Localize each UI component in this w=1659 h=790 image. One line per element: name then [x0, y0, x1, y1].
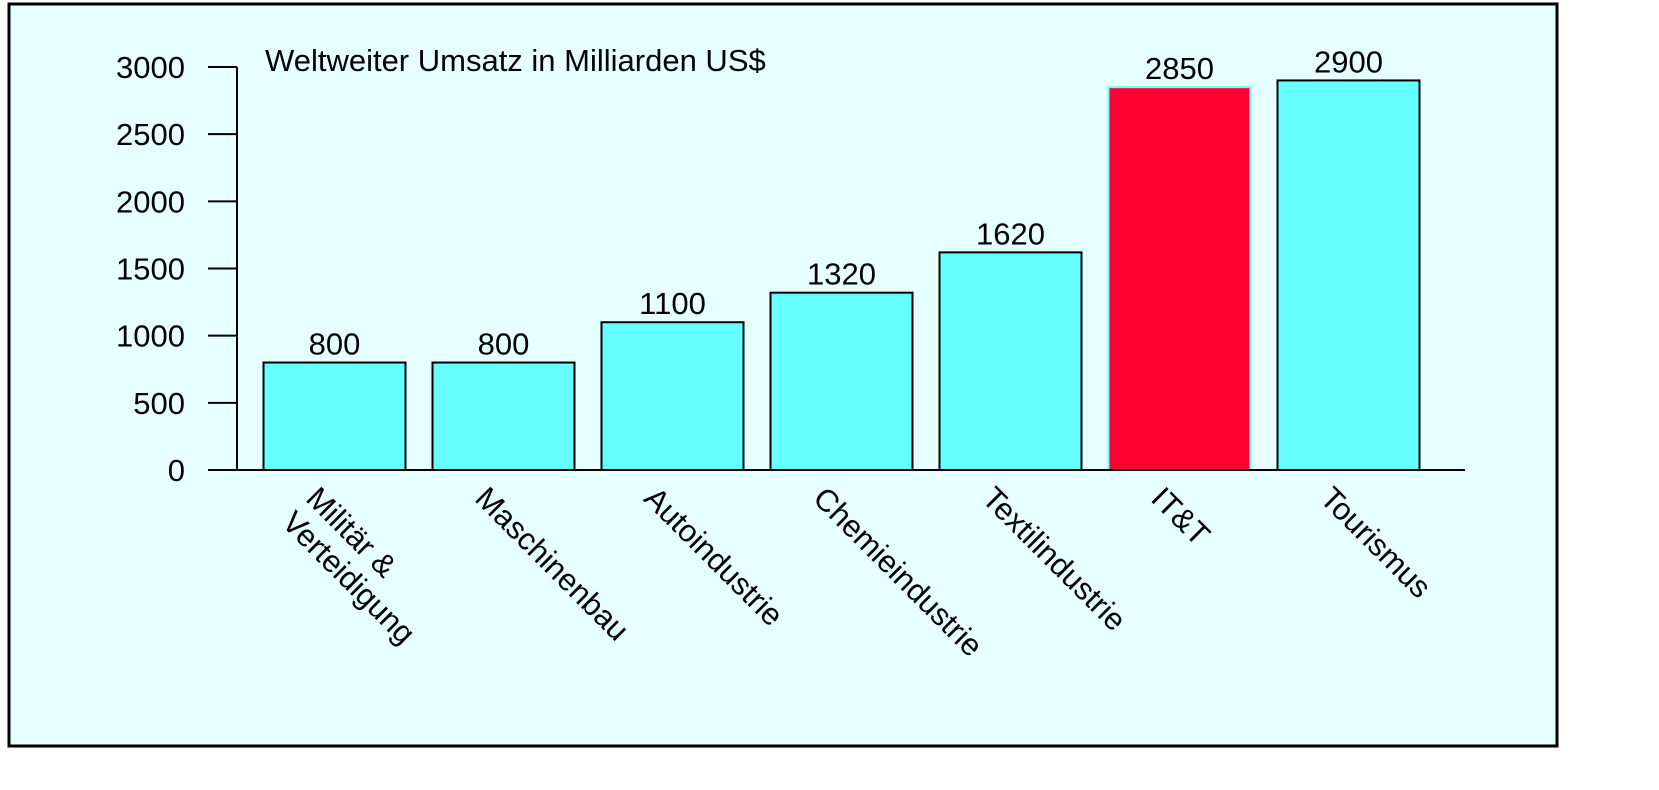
y-tick-label: 2000 [116, 184, 185, 219]
bar [1107, 86, 1252, 472]
data-label: 800 [478, 327, 530, 362]
bar [769, 291, 914, 471]
y-tick-label: 3000 [116, 50, 185, 85]
data-label: 1320 [807, 257, 876, 292]
data-label: 1620 [976, 216, 1045, 251]
bar [431, 361, 576, 471]
y-tick-label: 500 [133, 386, 185, 421]
data-label: 1100 [639, 286, 706, 321]
data-label: 800 [309, 327, 361, 362]
bar [600, 321, 745, 471]
data-label: 2850 [1145, 51, 1214, 86]
y-tick-label: 0 [168, 453, 185, 488]
y-tick-label: 1500 [116, 252, 185, 287]
bar [1276, 79, 1421, 472]
bar [262, 361, 407, 471]
y-tick-label: 2500 [116, 117, 185, 152]
bar [938, 251, 1083, 471]
data-label: 2900 [1314, 44, 1383, 79]
chart-title: Weltweiter Umsatz in Milliarden US$ [265, 43, 766, 78]
y-tick-label: 1000 [116, 319, 185, 354]
